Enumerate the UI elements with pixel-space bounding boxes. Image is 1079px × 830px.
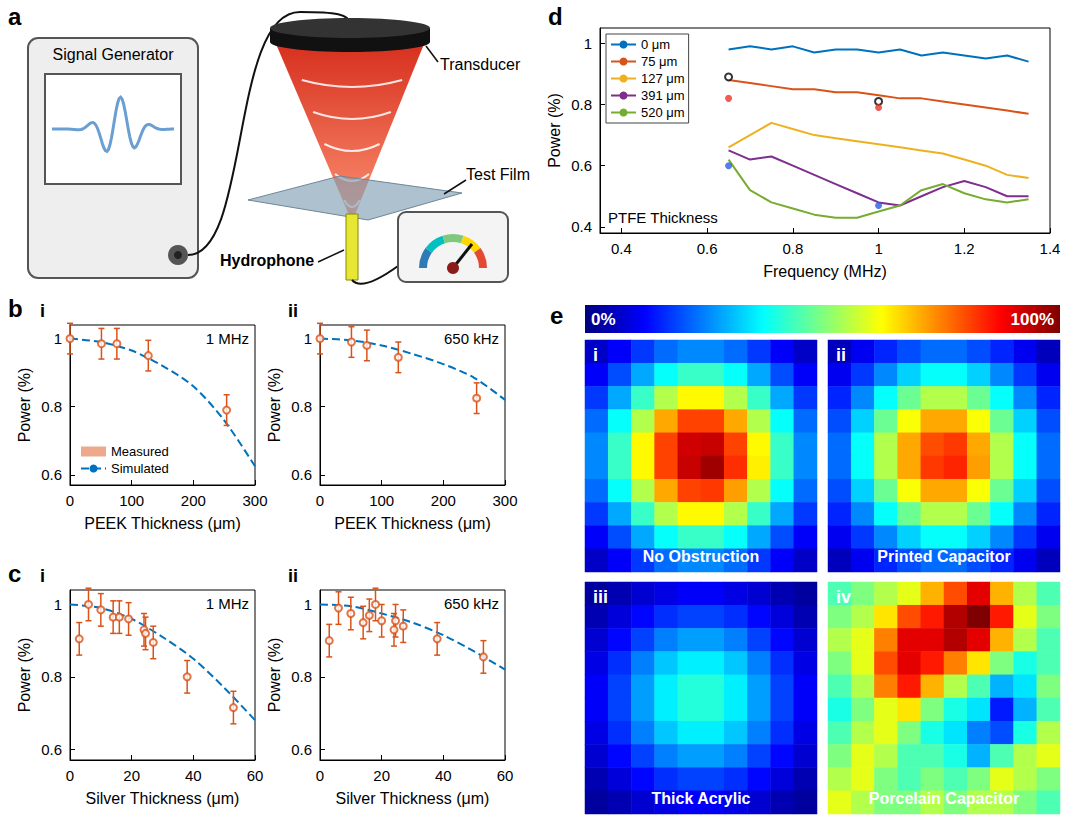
svg-text:Power (%): Power (%) bbox=[546, 93, 563, 168]
svg-text:0: 0 bbox=[316, 767, 324, 784]
svg-text:0.8: 0.8 bbox=[291, 668, 312, 685]
svg-text:1: 1 bbox=[874, 240, 882, 257]
svg-text:650 kHz: 650 kHz bbox=[444, 330, 499, 347]
svg-text:No Obstruction: No Obstruction bbox=[643, 548, 759, 565]
svg-text:200: 200 bbox=[181, 492, 206, 509]
svg-text:100: 100 bbox=[119, 492, 144, 509]
svg-text:0.8: 0.8 bbox=[571, 96, 592, 113]
svg-text:Measured: Measured bbox=[111, 444, 169, 459]
svg-text:ii: ii bbox=[836, 345, 846, 365]
svg-text:60: 60 bbox=[247, 767, 264, 784]
svg-text:Simulated: Simulated bbox=[111, 461, 169, 476]
svg-text:200: 200 bbox=[431, 492, 456, 509]
svg-text:0.6: 0.6 bbox=[41, 741, 62, 758]
svg-text:Printed Capacitor: Printed Capacitor bbox=[877, 548, 1010, 565]
svg-text:Thick Acrylic: Thick Acrylic bbox=[651, 790, 750, 807]
svg-text:ii: ii bbox=[288, 566, 298, 586]
svg-text:0: 0 bbox=[66, 492, 74, 509]
svg-text:0: 0 bbox=[66, 767, 74, 784]
svg-text:1: 1 bbox=[54, 596, 62, 613]
svg-text:Frequency (MHz): Frequency (MHz) bbox=[763, 263, 887, 280]
svg-text:Signal Generator: Signal Generator bbox=[53, 46, 175, 63]
svg-text:1.4: 1.4 bbox=[1040, 240, 1061, 257]
svg-text:Silver Thickness (μm): Silver Thickness (μm) bbox=[336, 790, 490, 807]
svg-text:0.8: 0.8 bbox=[782, 240, 803, 257]
svg-text:PEEK Thickness (μm): PEEK Thickness (μm) bbox=[84, 515, 241, 532]
svg-text:Power (%): Power (%) bbox=[16, 638, 33, 713]
svg-text:Test Film: Test Film bbox=[466, 166, 530, 183]
svg-text:Hydrophone: Hydrophone bbox=[220, 252, 314, 269]
svg-text:0.8: 0.8 bbox=[41, 398, 62, 415]
svg-text:60: 60 bbox=[497, 767, 514, 784]
svg-text:iv: iv bbox=[836, 587, 851, 607]
svg-text:Silver Thickness (μm): Silver Thickness (μm) bbox=[86, 790, 240, 807]
svg-text:20: 20 bbox=[123, 767, 140, 784]
svg-text:iii: iii bbox=[593, 587, 608, 607]
svg-text:i: i bbox=[40, 301, 45, 321]
svg-text:520 μm: 520 μm bbox=[641, 105, 685, 120]
svg-text:a: a bbox=[8, 3, 22, 30]
svg-text:100: 100 bbox=[369, 492, 394, 509]
svg-text:Transducer: Transducer bbox=[440, 56, 521, 73]
svg-text:1: 1 bbox=[304, 596, 312, 613]
svg-text:0.8: 0.8 bbox=[41, 668, 62, 685]
svg-text:300: 300 bbox=[242, 492, 267, 509]
svg-text:ii: ii bbox=[288, 301, 298, 321]
svg-text:127 μm: 127 μm bbox=[641, 71, 685, 86]
svg-text:0 μm: 0 μm bbox=[641, 37, 670, 52]
svg-text:Power (%): Power (%) bbox=[266, 638, 283, 713]
svg-text:i: i bbox=[593, 345, 598, 365]
svg-text:i: i bbox=[40, 566, 45, 586]
svg-text:1: 1 bbox=[584, 35, 592, 52]
svg-text:c: c bbox=[8, 560, 21, 587]
svg-text:PEEK Thickness (μm): PEEK Thickness (μm) bbox=[334, 515, 491, 532]
svg-text:1 MHz: 1 MHz bbox=[206, 330, 249, 347]
svg-text:1 MHz: 1 MHz bbox=[206, 595, 249, 612]
svg-text:PTFE Thickness: PTFE Thickness bbox=[608, 209, 718, 226]
svg-text:0.6: 0.6 bbox=[697, 240, 718, 257]
svg-text:Power (%): Power (%) bbox=[266, 368, 283, 443]
svg-text:300: 300 bbox=[492, 492, 517, 509]
svg-text:d: d bbox=[548, 3, 563, 30]
svg-text:1.2: 1.2 bbox=[954, 240, 975, 257]
svg-text:Power (%): Power (%) bbox=[16, 368, 33, 443]
svg-text:b: b bbox=[8, 295, 23, 322]
svg-text:0%: 0% bbox=[591, 310, 616, 329]
svg-text:650 kHz: 650 kHz bbox=[444, 595, 499, 612]
svg-text:0.6: 0.6 bbox=[571, 157, 592, 174]
svg-text:Porcelain Capacitor: Porcelain Capacitor bbox=[869, 790, 1019, 807]
svg-text:100%: 100% bbox=[1011, 310, 1054, 329]
svg-text:e: e bbox=[550, 302, 563, 329]
svg-text:0.8: 0.8 bbox=[291, 398, 312, 415]
svg-text:0.4: 0.4 bbox=[611, 240, 632, 257]
svg-text:75 μm: 75 μm bbox=[641, 54, 677, 69]
svg-text:40: 40 bbox=[435, 767, 452, 784]
svg-text:0.6: 0.6 bbox=[41, 466, 62, 483]
svg-text:0: 0 bbox=[316, 492, 324, 509]
svg-text:1: 1 bbox=[304, 330, 312, 347]
svg-text:20: 20 bbox=[373, 767, 390, 784]
svg-text:391 μm: 391 μm bbox=[641, 88, 685, 103]
svg-text:0.4: 0.4 bbox=[571, 218, 592, 235]
svg-text:0.6: 0.6 bbox=[291, 741, 312, 758]
svg-text:0.6: 0.6 bbox=[291, 466, 312, 483]
svg-text:40: 40 bbox=[185, 767, 202, 784]
svg-text:1: 1 bbox=[54, 330, 62, 347]
